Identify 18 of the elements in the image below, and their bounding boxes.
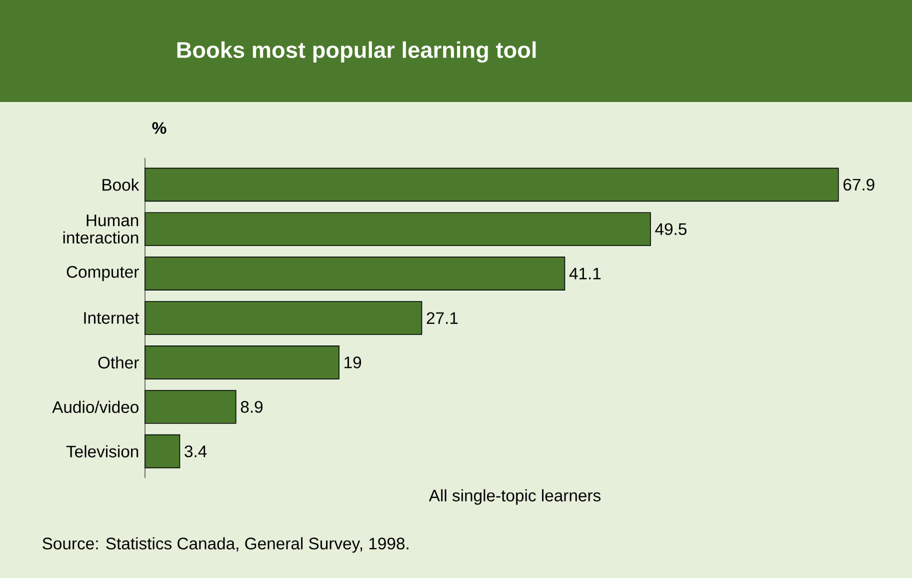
source-note: Source: Statistics Canada, General Survey, 1998. [42,537,408,553]
y-tick-label: Television [66,445,138,458]
y-tick-label: Internet [84,312,140,324]
y-tick-label: Other [98,356,139,369]
data-label: 19 [344,356,362,368]
y-tick-label: Book [102,178,140,191]
y-tick-label: Computer [66,266,139,282]
data-label: 49.5 [655,223,687,236]
data-label: 27.1 [426,312,458,324]
chart-title: Books most popular learning tool [177,41,536,63]
data-label: 3.4 [184,445,207,458]
x-axis-title: All single-topic learners [428,489,601,505]
data-label: 8.9 [240,401,263,413]
data-label: 41.1 [569,268,601,280]
y-tick-label: Audio/video [52,400,138,414]
y-tick-label: Human interaction [63,214,138,244]
y-axis-title: % [152,122,166,134]
data-label: 67.9 [844,178,874,191]
